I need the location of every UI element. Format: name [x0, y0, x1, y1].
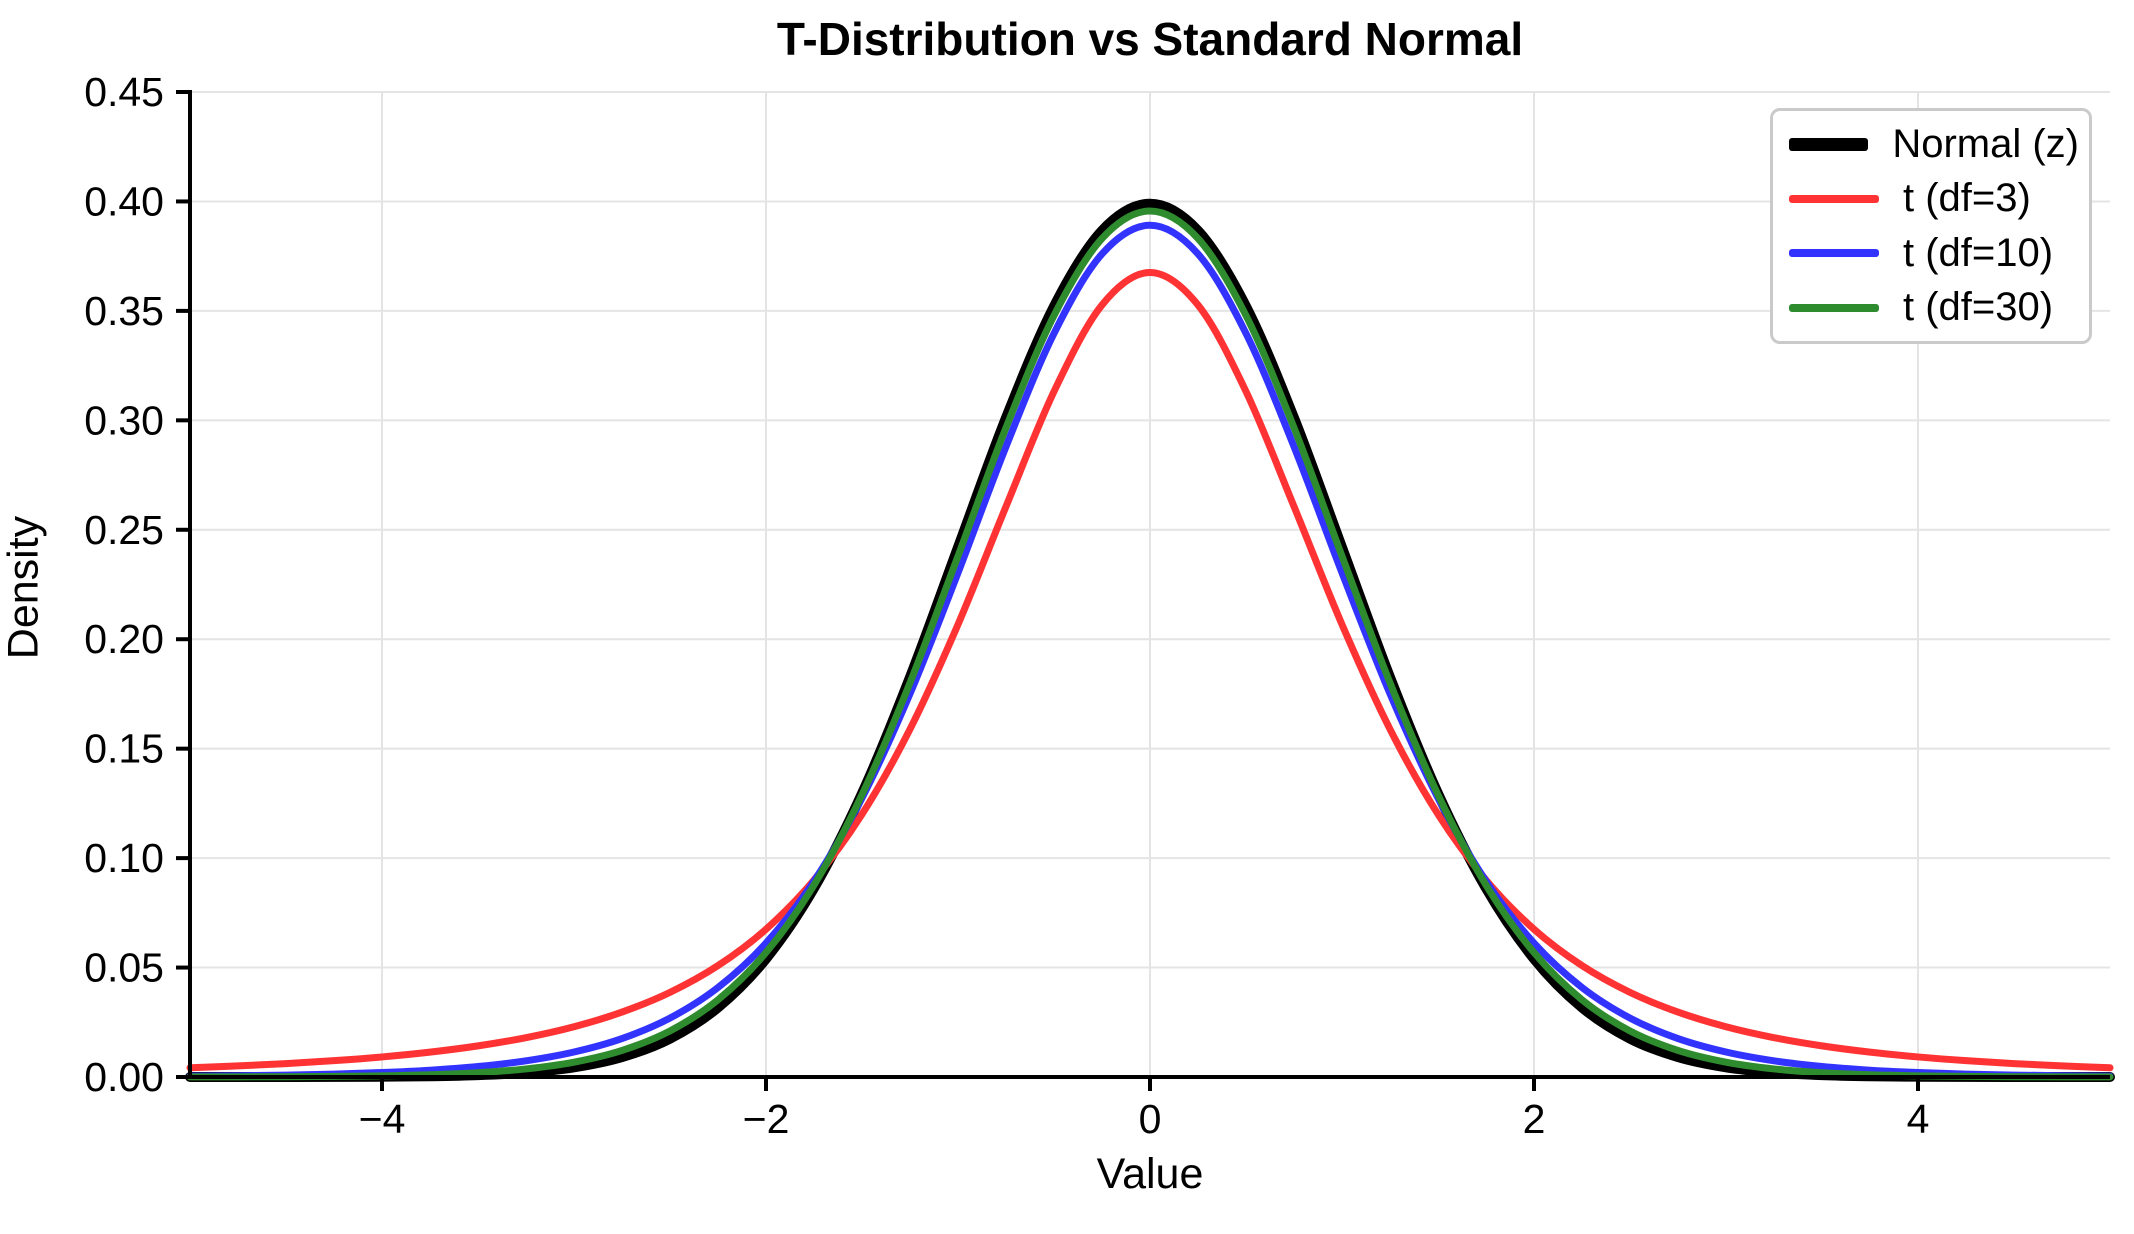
legend-row-normal: Normal (z) — [1783, 117, 2079, 172]
curve-t30 — [186, 207, 2114, 1081]
x-tick-label: −2 — [743, 1096, 790, 1142]
legend-row-t10: t (df=10) — [1783, 226, 2079, 281]
y-tick-label: 0.05 — [84, 945, 164, 991]
legend-label-t10: t (df=10) — [1903, 230, 2054, 275]
y-tick-label: 0.25 — [84, 507, 164, 553]
curve-t3 — [186, 268, 2114, 1072]
legend-line-t30 — [1789, 303, 1879, 312]
legend-label-normal: Normal (z) — [1892, 121, 2079, 166]
chart-title: T-Distribution vs Standard Normal — [776, 13, 1524, 65]
x-axis-label: Value — [1096, 1150, 1204, 1198]
y-tick-label: 0.30 — [84, 397, 164, 443]
legend-line-t10 — [1789, 249, 1879, 258]
curve-t10 — [186, 221, 2114, 1080]
legend-row-t3: t (df=3) — [1783, 172, 2079, 227]
legend-line-t3 — [1789, 194, 1879, 203]
y-axis-label: Density — [0, 515, 48, 660]
y-tick-label: 0.10 — [84, 835, 164, 881]
y-tick-label: 0.20 — [84, 616, 164, 662]
y-tick-label: 0.40 — [84, 178, 164, 224]
y-tick-label: 0.00 — [84, 1054, 164, 1100]
legend: Normal (z) t (df=3) t (df=10) t (df=30) — [1770, 108, 2092, 344]
y-tick-label: 0.15 — [84, 726, 164, 772]
y-tick-label: 0.45 — [84, 69, 164, 115]
legend-line-normal — [1789, 137, 1869, 151]
legend-label-t30: t (df=30) — [1903, 285, 2054, 330]
x-tick-label: 4 — [1907, 1096, 1930, 1142]
legend-label-t3: t (df=3) — [1903, 176, 2031, 221]
x-tick-label: 0 — [1139, 1096, 1162, 1142]
x-tick-label: −4 — [359, 1096, 406, 1142]
y-tick-label: 0.35 — [84, 288, 164, 334]
x-tick-label: 2 — [1523, 1096, 1546, 1142]
legend-row-t30: t (df=30) — [1783, 281, 2079, 336]
curve-normal — [185, 198, 2115, 1082]
